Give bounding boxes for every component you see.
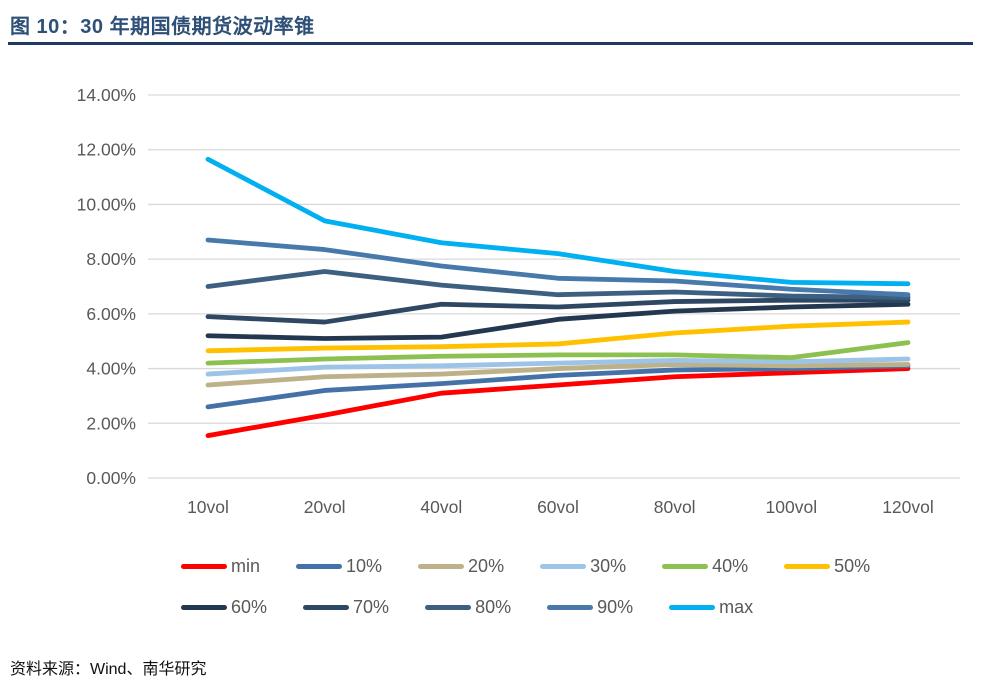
y-axis-label: 4.00% — [86, 359, 136, 379]
title-divider — [8, 42, 973, 45]
legend-item-80%: 80% — [425, 597, 511, 618]
x-axis-label: 20vol — [304, 497, 346, 517]
x-axis-label: 60vol — [537, 497, 579, 517]
legend-swatch-60% — [181, 605, 227, 610]
legend-item-70%: 70% — [303, 597, 389, 618]
legend-label: 10% — [346, 556, 383, 576]
legend-swatch-90% — [547, 605, 594, 610]
x-axis-label: 10vol — [187, 497, 229, 517]
legend-item-90%: 90% — [547, 597, 633, 618]
y-axis-label: 10.00% — [77, 194, 136, 214]
legend-swatch-70% — [303, 605, 350, 610]
legend-label: 70% — [353, 597, 390, 617]
legend-swatch-20% — [418, 564, 465, 569]
legend-label: 90% — [597, 597, 634, 617]
legend-label: max — [719, 597, 754, 617]
series-line-20% — [205, 362, 911, 388]
y-axis-label: 14.00% — [77, 85, 136, 105]
legend-item-30%: 30% — [540, 556, 626, 577]
legend-swatch-80% — [425, 605, 472, 610]
series-line-30% — [205, 356, 911, 377]
series-line-90% — [205, 237, 911, 298]
legend-item-20%: 20% — [418, 556, 504, 577]
x-axis-label: 120vol — [882, 497, 934, 517]
y-axis-label: 6.00% — [86, 304, 136, 324]
volatility-cone-chart: 0.00% 2.00% 4.00% 6.00% 8.00% 10.00% 12.00% 14.… — [77, 85, 960, 517]
x-axis-label: 100vol — [766, 497, 818, 517]
source-note: 资料来源：Wind、南华研究 — [10, 661, 207, 678]
legend-label: 60% — [231, 597, 268, 617]
legend-label: 20% — [468, 556, 505, 576]
legend-item-60%: 60% — [181, 597, 267, 618]
legend-item-max: max — [669, 597, 753, 618]
legend-label: 30% — [590, 556, 627, 576]
chart-legend: min 10% 20% 30% 40% 50% 60% 70% 80% 90% max — [181, 546, 941, 628]
series-line-10% — [205, 363, 911, 410]
legend-item-50%: 50% — [784, 556, 870, 577]
legend-label: 50% — [834, 556, 871, 576]
legend-item-40%: 40% — [662, 556, 748, 577]
x-axis-label: 80vol — [654, 497, 696, 517]
legend-row: 60% 70% 80% 90% max — [181, 587, 941, 628]
series-line-max — [205, 156, 911, 287]
y-axis-label: 8.00% — [86, 249, 136, 269]
legend-swatch-10% — [296, 564, 343, 569]
legend-swatch-30% — [540, 564, 587, 569]
legend-label: 40% — [712, 556, 749, 576]
x-axis-label: 40vol — [420, 497, 462, 517]
legend-label: min — [231, 556, 261, 576]
series-line-70% — [205, 297, 911, 325]
figure-title: 图 10：30 年期国债期货波动率锥 — [10, 16, 315, 38]
legend-swatch-min — [181, 564, 227, 569]
series-line-40% — [205, 340, 911, 366]
legend-swatch-max — [669, 605, 716, 610]
series-line-80% — [205, 269, 911, 300]
legend-item-10%: 10% — [296, 556, 382, 577]
legend-row: min 10% 20% 30% 40% 50% — [181, 546, 941, 587]
series-line-50% — [205, 319, 911, 354]
legend-label: 80% — [475, 597, 512, 617]
series-line-min — [205, 366, 911, 438]
y-axis-label: 2.00% — [86, 413, 136, 433]
legend-swatch-50% — [784, 564, 831, 569]
y-axis-label: 0.00% — [86, 468, 136, 488]
series-line-60% — [205, 301, 911, 341]
legend-swatch-40% — [662, 564, 709, 569]
y-axis-label: 12.00% — [77, 140, 136, 160]
legend-item-min: min — [181, 556, 260, 577]
